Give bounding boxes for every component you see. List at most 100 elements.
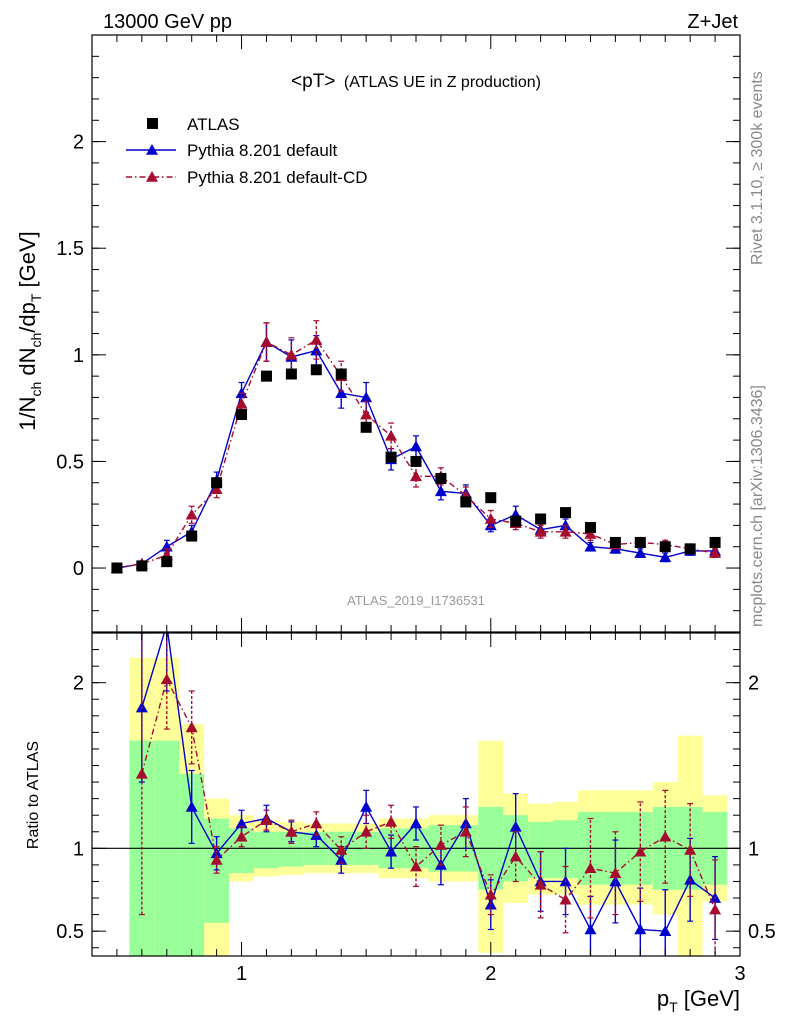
legend-marker bbox=[146, 171, 158, 182]
pythia-default-point bbox=[659, 551, 672, 563]
ratio-pythia-default-cd-point bbox=[484, 888, 497, 900]
ratio-pythia-default-cd-point bbox=[410, 860, 422, 872]
atlas-data-point bbox=[584, 522, 596, 534]
y-tick-label: 0.5 bbox=[56, 451, 84, 473]
ratio-pythia-default-point bbox=[584, 923, 597, 935]
atlas-data-point bbox=[510, 515, 522, 527]
y-tick-label: 2 bbox=[73, 132, 84, 154]
ratio-pythia-default-point bbox=[235, 817, 248, 829]
ratio-pythia-default-cd-point bbox=[709, 903, 722, 915]
atlas-data-point bbox=[236, 409, 248, 421]
atlas-data-point bbox=[211, 477, 223, 489]
x-tick-label: 3 bbox=[734, 963, 745, 985]
y-tick-label: 0 bbox=[73, 558, 84, 580]
atlas-data-point bbox=[335, 368, 347, 380]
pythia-default-cd-point bbox=[709, 547, 722, 558]
ratio-pythia-default-cd-point bbox=[385, 815, 398, 827]
atlas-data-point bbox=[410, 455, 422, 467]
y-tick-label-right: 2 bbox=[748, 673, 759, 695]
pythia-default-cd-point bbox=[584, 527, 597, 539]
atlas-data-point bbox=[260, 370, 272, 382]
ratio-pythia-default-point bbox=[410, 817, 422, 829]
plot-title-sub: (ATLAS UE in Z production) bbox=[344, 74, 541, 91]
pythia-default-cd-point bbox=[210, 483, 223, 494]
atlas-data-point bbox=[609, 536, 621, 548]
ratio-pythia-default-cd-point bbox=[310, 817, 323, 829]
y-tick-label-right: 1 bbox=[748, 838, 759, 860]
ratio-y-label: Ratio to ATLAS bbox=[25, 741, 42, 849]
pythia-default-point bbox=[559, 519, 572, 531]
ratio-pythia-default-point bbox=[609, 875, 622, 887]
ratio-pythia-default-cd-point bbox=[335, 843, 348, 855]
main-y-label: 1/Nch dNch/dpT [GeV] bbox=[15, 231, 44, 431]
ratio-pythia-default-cd-point bbox=[260, 814, 273, 825]
ratio-pythia-default-point bbox=[360, 800, 373, 812]
ratio-pythia-default-cd-point bbox=[534, 878, 547, 890]
y-tick-label: 1 bbox=[73, 838, 84, 860]
atlas-data-point bbox=[310, 364, 322, 376]
legend-label: Pythia 8.201 default bbox=[187, 141, 338, 160]
atlas-data-point bbox=[709, 536, 721, 548]
legend-marker bbox=[146, 144, 158, 155]
pythia-default-point bbox=[434, 485, 447, 497]
pythia-default-cd-point bbox=[360, 408, 373, 420]
ratio-pythia-default-cd-point bbox=[584, 862, 597, 874]
ratio-pythia-default-point bbox=[509, 820, 522, 832]
legend: ATLAS Pythia 8.201 default Pythia 8.201 de… bbox=[126, 115, 368, 187]
side-text-top: Rivet 3.1.10, ≥ 300k events bbox=[749, 71, 766, 265]
pythia-default-cd-point bbox=[260, 336, 273, 347]
ratio-pythia-default-point bbox=[459, 817, 472, 829]
pythia-default-point bbox=[335, 387, 348, 398]
ratio-pythia-default-point bbox=[634, 923, 647, 935]
uncertainty-band-inner bbox=[254, 831, 279, 869]
ratio-pythia-default-line bbox=[141, 633, 716, 932]
ratio-pythia-default-cd-point bbox=[684, 843, 697, 855]
atlas-data-point bbox=[385, 451, 397, 463]
side-text-bottom: mcplots.cern.ch [arXiv:1306.3436] bbox=[749, 385, 766, 627]
pythia-default-point bbox=[584, 540, 597, 552]
atlas-data-point bbox=[136, 560, 148, 572]
ratio-pythia-default-cd-point bbox=[434, 839, 447, 850]
atlas-data-point bbox=[186, 530, 198, 542]
pythia-default-cd-point bbox=[235, 397, 248, 409]
y-tick-label: 0.5 bbox=[56, 921, 84, 943]
x-tick-label: 1 bbox=[236, 963, 247, 985]
legend-label: Pythia 8.201 default-CD bbox=[187, 168, 368, 187]
pythia-default-cd-point bbox=[559, 525, 572, 537]
ratio-pythia-default-cd-point bbox=[210, 853, 223, 865]
pythia-default-cd-point bbox=[534, 525, 547, 537]
atlas-data-point bbox=[659, 541, 671, 553]
atlas-data-point bbox=[460, 496, 472, 508]
analysis-id: ATLAS_2019_I1736531 bbox=[347, 593, 485, 608]
atlas-data-point bbox=[560, 507, 572, 519]
x-tick-label: 2 bbox=[485, 963, 496, 985]
atlas-data-point bbox=[111, 562, 123, 574]
ratio-pythia-default-cd-point bbox=[185, 721, 198, 733]
atlas-data-point bbox=[161, 556, 173, 568]
atlas-data-point bbox=[285, 368, 297, 380]
atlas-data-point bbox=[485, 492, 497, 504]
atlas-data-point bbox=[535, 513, 547, 525]
process-label: Z+Jet bbox=[687, 11, 738, 33]
main-panel: 0 0.5 1 1.5 2 ATLAS_2019_I1736531 ATLAS Pythi… bbox=[15, 34, 741, 633]
ratio-pythia-default-point bbox=[335, 853, 348, 865]
legend-label: ATLAS bbox=[187, 115, 240, 134]
energy-label: 13000 GeV pp bbox=[103, 11, 232, 33]
pythia-default-cd-point bbox=[285, 348, 298, 360]
plot-title-main: <pT> bbox=[291, 71, 335, 92]
ratio-pythia-default-point bbox=[659, 925, 672, 936]
y-tick-label: 1 bbox=[73, 345, 84, 367]
y-tick-label-right: 0.5 bbox=[748, 921, 776, 943]
atlas-data-point bbox=[684, 543, 696, 555]
x-axis-label: pT [GeV] bbox=[657, 986, 740, 1015]
ratio-pythia-default-cd-point bbox=[160, 673, 173, 685]
pythia-default-point bbox=[310, 344, 323, 356]
ratio-pythia-default-point bbox=[185, 800, 198, 812]
plot-title: <pT> (ATLAS UE in Z production) bbox=[291, 71, 541, 92]
atlas-data-point bbox=[634, 536, 646, 548]
atlas-data-point bbox=[435, 472, 447, 484]
pythia-default-cd-point bbox=[385, 429, 398, 441]
pythia-default-point bbox=[360, 391, 373, 403]
ratio-pythia-default-point bbox=[385, 845, 398, 857]
ratio-pythia-default-cd-point bbox=[659, 830, 672, 842]
